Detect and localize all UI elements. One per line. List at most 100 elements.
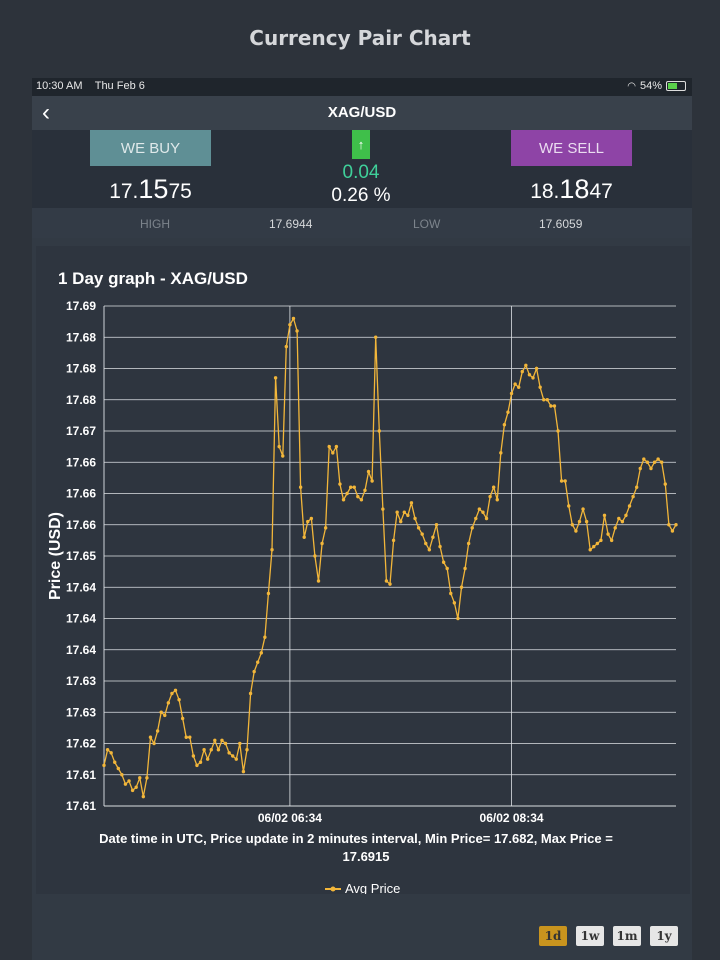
we-buy-button[interactable]: WE BUY [90,130,211,166]
x-axis-label-line1: Date time in UTC, Price update in 2 minu… [99,831,613,846]
data-point [584,519,589,524]
data-point [395,510,399,514]
data-point [238,741,242,746]
page-title: Currency Pair Chart [249,26,471,50]
data-point [231,754,235,758]
data-point [638,466,642,471]
data-point [313,554,317,558]
legend-label: Avg Price [345,881,400,894]
data-point [456,616,460,621]
y-tick-label: 17.69 [66,299,96,313]
data-point [291,316,296,321]
range-1w-button[interactable]: 1w [576,926,604,946]
data-point [159,710,163,714]
data-point [556,429,560,433]
range-1m-button[interactable]: 1m [613,926,641,946]
sell-price-prefix: 18. [530,180,560,203]
data-point [109,751,113,755]
data-point [270,548,274,552]
data-point [177,698,181,702]
we-sell-button[interactable]: WE SELL [511,130,632,166]
legend[interactable]: Avg Price [325,881,400,894]
data-point [223,741,228,746]
data-point [302,535,306,539]
data-point [191,754,196,758]
data-point [356,494,360,499]
data-point [488,494,492,499]
data-point [542,398,546,402]
buy-price: 17.1575 [90,174,211,205]
data-point [563,479,567,483]
data-point [352,485,356,489]
data-point [645,460,650,464]
y-axis-ticks: 17.61 17.61 17.62 17.63 17.63 17.64 17.64 17.64… [66,299,96,813]
data-point [216,748,221,752]
data-point [316,579,321,583]
y-tick-label: 17.68 [66,330,96,344]
high-label: HIGH [140,217,170,231]
data-point [631,494,635,499]
data-point [123,782,128,786]
data-point [484,516,489,521]
range-1y-button[interactable]: 1y [650,926,678,946]
x-tick-label: 06/02 08:34 [480,811,544,825]
data-point [634,485,639,489]
data-point [674,523,678,527]
data-point [574,529,578,533]
data-point [320,541,324,546]
wifi-icon: ◠ [627,80,636,92]
data-point [306,519,310,524]
data-point [198,760,203,764]
legend-marker [330,886,336,892]
data-point [130,788,135,793]
data-point [359,498,364,502]
data-point [613,526,617,530]
data-point [627,504,632,508]
data-point [477,507,482,511]
data-point [656,457,660,461]
data-point [624,513,628,518]
data-point [663,482,667,486]
data-point [273,376,278,380]
data-point [445,566,449,571]
data-point [545,398,549,402]
data-point [595,541,600,546]
y-tick-label: 17.66 [66,487,96,501]
avg-price-series [102,316,678,799]
y-tick-label: 17.61 [66,799,96,813]
data-point [256,660,260,664]
data-point [252,669,256,674]
battery-charging-icon [666,81,686,91]
data-point [277,444,281,449]
battery-percent: 54% [639,80,662,92]
data-point [670,529,675,533]
data-point [138,776,142,780]
time-range-buttons: 1d 1w 1m 1y [539,926,678,946]
data-point [170,691,174,696]
series-line [103,316,677,797]
data-point [617,516,621,521]
data-point [327,444,331,449]
data-point [220,738,224,743]
data-point [266,591,271,596]
data-point [502,423,507,427]
data-point [263,635,267,639]
chevron-left-icon[interactable]: ‹ [42,99,50,126]
x-tick-label: 06/02 06:34 [258,811,322,825]
data-point [166,701,171,705]
data-point [552,404,557,408]
data-point [295,329,299,333]
data-point [606,532,610,536]
data-point [438,544,442,549]
data-point [288,323,292,327]
range-1d-button[interactable]: 1d [539,926,567,946]
data-point [609,538,614,543]
data-point [284,344,289,349]
data-point [559,479,564,483]
data-point [105,748,110,752]
data-point [116,766,121,771]
data-point [145,776,149,780]
change-value: 0.04 [342,162,380,183]
data-point [406,513,410,518]
data-point [148,735,153,739]
